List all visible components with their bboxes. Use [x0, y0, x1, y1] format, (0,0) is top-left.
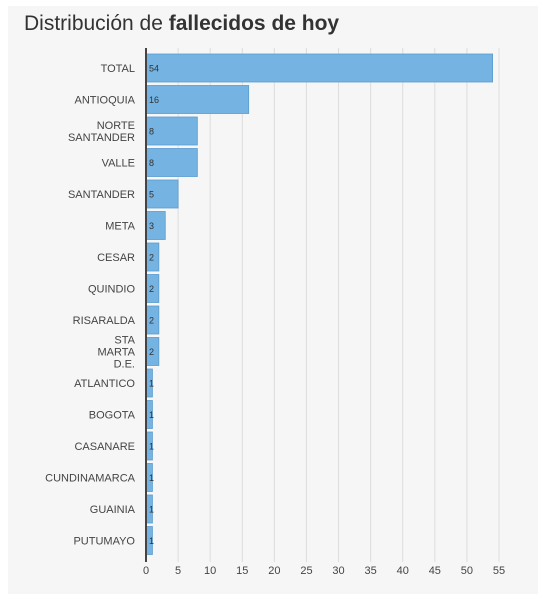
data-label: 8: [149, 158, 154, 168]
x-tick-label: 10: [204, 565, 216, 577]
data-label: 1: [149, 536, 154, 546]
data-label: 2: [149, 347, 154, 357]
title-regular: Distribución de: [24, 12, 169, 35]
chart-card: [8, 6, 538, 594]
data-label: 1: [149, 473, 154, 483]
bar: [145, 85, 250, 114]
category-label: CASANARE: [74, 441, 135, 453]
category-label: TOTAL: [101, 63, 135, 75]
data-label: 1: [149, 379, 154, 389]
x-tick-label: 5: [175, 565, 181, 577]
x-tick-label: 45: [429, 565, 441, 577]
x-tick-label: 15: [236, 565, 248, 577]
category-label: PUTUMAYO: [73, 536, 135, 548]
category-label: VALLE: [102, 158, 135, 170]
x-tick-label: 40: [397, 565, 409, 577]
category-label: META: [105, 221, 135, 233]
x-tick-label: 50: [461, 565, 473, 577]
bar: [145, 53, 493, 83]
data-label: 16: [149, 95, 159, 105]
data-label: 8: [149, 127, 154, 137]
category-label: NORTE SANTANDER: [68, 120, 135, 144]
bar: [145, 179, 179, 209]
data-label: 1: [149, 442, 154, 452]
x-tick-label: 30: [332, 565, 344, 577]
data-label: 54: [149, 64, 159, 74]
category-label: SANTANDER: [68, 189, 135, 201]
data-label: 1: [149, 505, 154, 515]
category-label: RISARALDA: [73, 315, 136, 327]
x-tick-label: 35: [365, 565, 377, 577]
category-label: CUNDINAMARCA: [45, 473, 136, 485]
x-tick-label: 20: [268, 565, 280, 577]
bar: [145, 116, 198, 146]
data-label: 2: [149, 284, 154, 294]
data-label: 1: [149, 410, 154, 420]
data-label: 3: [149, 221, 154, 231]
data-label: 5: [149, 190, 154, 200]
category-label: STA MARTA D.E.: [98, 335, 136, 371]
category-label: BOGOTA: [89, 410, 136, 422]
title-bold: fallecidos de hoy: [168, 12, 340, 35]
data-label: 2: [149, 253, 154, 263]
category-label: ATLANTICO: [74, 378, 135, 390]
category-label: GUAINIA: [90, 504, 136, 516]
x-tick-label: 55: [493, 565, 505, 577]
bars: [145, 53, 493, 555]
category-label: ANTIOQUIA: [74, 95, 135, 107]
x-tick-label: 0: [143, 565, 149, 577]
category-label: CESAR: [97, 252, 135, 264]
data-label: 2: [149, 316, 154, 326]
x-tick-label: 25: [300, 565, 312, 577]
chart-title: Distribución de fallecidos de hoy: [24, 12, 339, 36]
category-label: QUINDIO: [88, 284, 136, 296]
gridlines: [177, 48, 500, 562]
